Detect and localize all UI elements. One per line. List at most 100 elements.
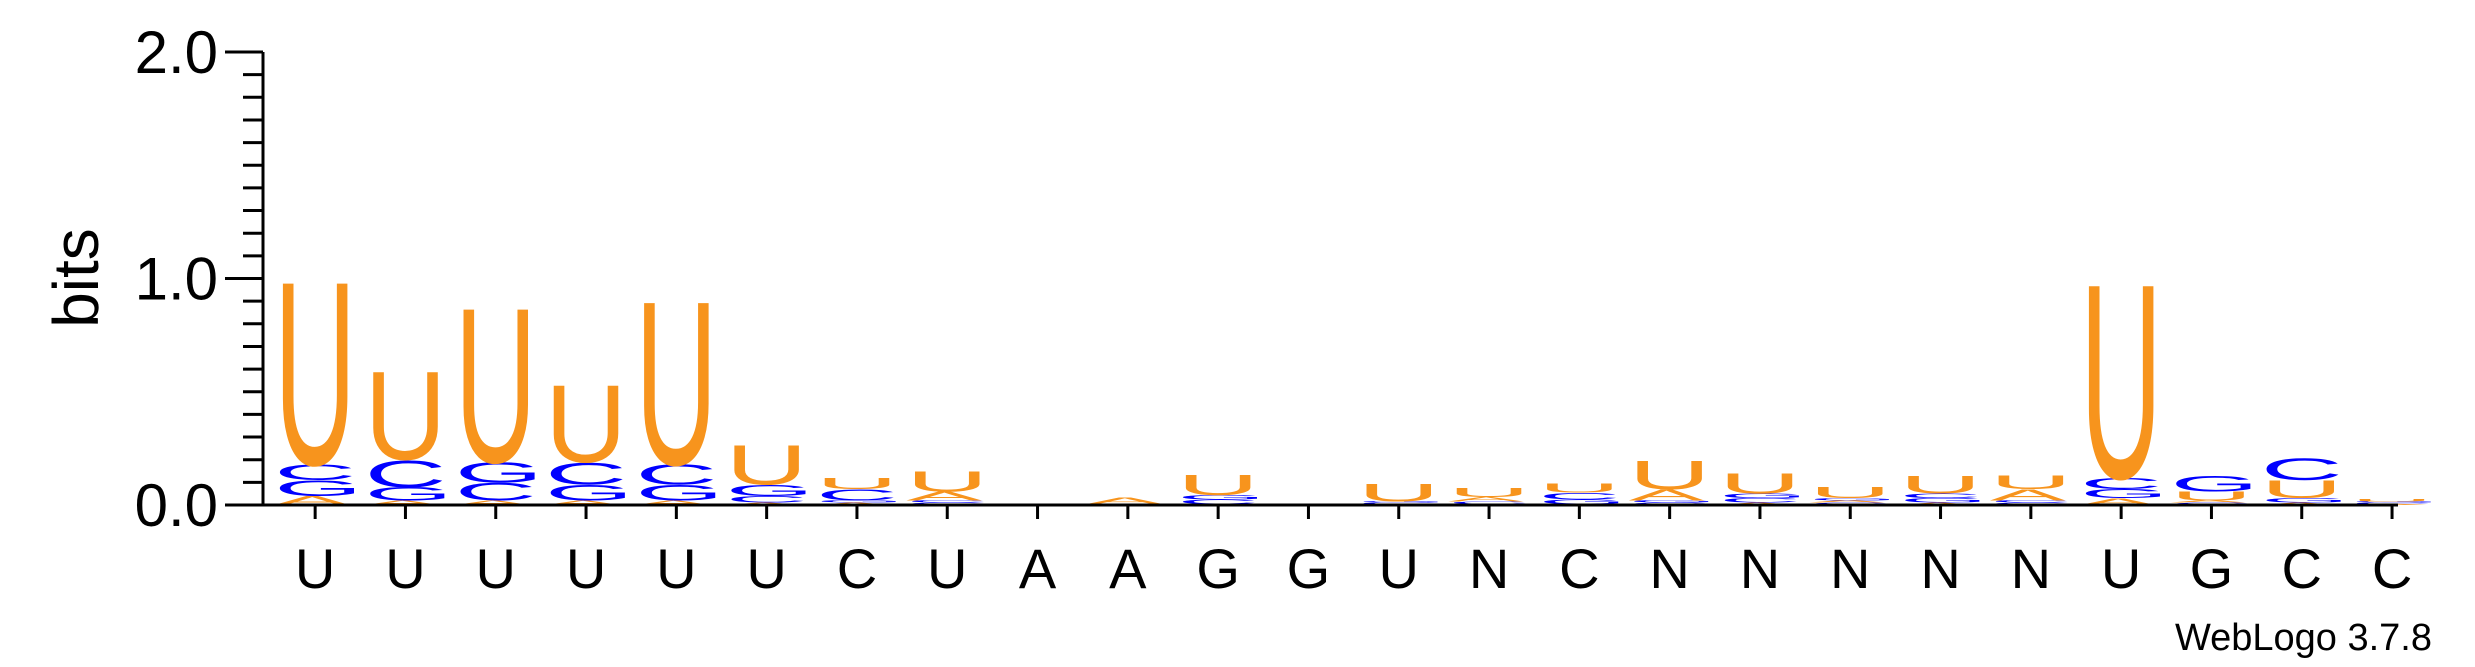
logo-letter-g: G [274, 476, 362, 501]
logo-letter-g: G [364, 483, 452, 504]
x-tick-label: C [2372, 537, 2412, 600]
logo-letter-g: G [1809, 498, 1897, 502]
y-ticks: 0.0 1.0 2.0 [135, 19, 263, 539]
x-tick-label: N [1649, 537, 1689, 600]
logo-letter-u: U [2351, 499, 2433, 503]
weblogo-footer: WebLogo 3.7.8 [2175, 617, 2432, 659]
logo-stacks: AGCUAGCUACGUAGCUAGCUACGUAGCUGCAUGAACGUAC… [274, 227, 2439, 538]
logo-letter-u: U [2261, 476, 2343, 504]
logo-letter-c: C [455, 478, 537, 506]
logo-letter-a: A [2170, 500, 2246, 504]
logo-letter-u: U [726, 434, 808, 497]
logo-letter-c: C [1990, 500, 2072, 504]
x-tick-label: U [1379, 537, 1419, 600]
x-tick-label: G [2190, 537, 2234, 600]
logo-letter-u: U [2170, 489, 2252, 503]
logo-letter-u: U [906, 466, 988, 498]
logo-letter-a: A [2080, 497, 2156, 508]
logo-letter-g: G [1900, 497, 1988, 504]
logo-letter-c: C [2261, 452, 2343, 487]
x-tick-label: N [1920, 537, 1960, 600]
logo-letter-a: A [545, 499, 621, 506]
logo-letter-a: A [635, 499, 711, 506]
logo-letter-u: U [635, 252, 717, 514]
logo-letter-g: G [455, 457, 543, 489]
logo-letter-g: G [2170, 472, 2258, 497]
logo-letter-c: C [545, 456, 627, 491]
logo-letter-c: C [726, 494, 808, 505]
x-tick-label: G [1196, 537, 1240, 600]
y-tick-label: 0.0 [135, 472, 218, 539]
logo-letter-g: G [1719, 493, 1807, 500]
logo-letter-c: C [2351, 502, 2433, 504]
x-tick-label: N [2011, 537, 2051, 600]
x-tick-label: A [1019, 537, 1057, 600]
logo-letter-g: G [545, 481, 633, 506]
x-tick-label: U [927, 537, 967, 600]
logo-letter-c: C [1719, 497, 1801, 504]
logo-letter-c: C [1358, 502, 1440, 504]
logo-letter-u: U [1177, 469, 1259, 501]
logo-letter-a: A [906, 489, 982, 503]
x-tick-label: N [1740, 537, 1780, 600]
logo-letter-c: C [906, 500, 988, 504]
y-axis-label: bits [40, 228, 112, 328]
logo-letter-u: U [364, 346, 446, 487]
y-tick-label: 2.0 [135, 19, 218, 86]
logo-letter-u: U [1990, 472, 2072, 493]
logo-letter-g: G [1629, 500, 1717, 504]
logo-letter-u: U [1538, 481, 1620, 495]
logo-letter-c: C [1538, 491, 1620, 502]
logo-letter-u: U [1900, 471, 1982, 499]
logo-letter-u: U [274, 227, 356, 520]
logo-letter-g: G [816, 500, 904, 504]
logo-letter-u: U [1809, 484, 1891, 502]
x-tick-label: C [2282, 537, 2322, 600]
logo-letter-c: C [364, 452, 446, 495]
logo-letter-g: G [2351, 501, 2439, 503]
logo-letter-a: A [1629, 486, 1705, 504]
logo-letter-g: G [635, 481, 723, 506]
logo-letter-c: C [2080, 475, 2162, 493]
x-tick-label: N [1830, 537, 1870, 600]
logo-letter-a: A [1990, 486, 2066, 504]
logo-letter-u: U [1448, 486, 1530, 500]
x-tick-label: U [566, 537, 606, 600]
x-tick-label: U [656, 537, 696, 600]
logo-letter-g: G [1538, 498, 1626, 505]
logo-letter-a: A [1809, 500, 1885, 504]
logo-letter-u: U [2080, 228, 2162, 538]
x-tick-label: U [295, 537, 335, 600]
logo-letter-u: U [545, 361, 627, 485]
logo-letter-u: U [455, 263, 537, 510]
x-tick-label: C [1559, 537, 1599, 600]
x-tick-label: U [2101, 537, 2141, 600]
x-tick-label: U [385, 537, 425, 600]
logo-letter-c: C [635, 459, 717, 491]
logo-letter-g: G [1358, 501, 1446, 503]
logo-letter-g: G [726, 482, 814, 500]
logo-letter-u: U [1629, 453, 1711, 499]
x-tick-label: N [1469, 537, 1509, 600]
logo-letter-u: U [816, 475, 898, 493]
logo-letter-g: G [1177, 494, 1265, 501]
logo-letter-g: G [2261, 497, 2349, 504]
logo-letter-c: C [1900, 493, 1982, 500]
logo-letter-a: A [455, 499, 531, 506]
logo-letter-a: A [1448, 496, 1524, 503]
logo-letter-u: U [1358, 479, 1440, 507]
y-tick-label: 1.0 [135, 246, 218, 313]
logo-letter-c: C [1177, 498, 1259, 505]
x-tick-label: A [1109, 537, 1147, 600]
x-tick-label: G [1287, 537, 1331, 600]
logo-letter-c: C [1448, 501, 1530, 505]
logo-letter-g: G [2080, 487, 2168, 501]
logo-letter-a: A [364, 499, 440, 506]
x-tick-label: U [476, 537, 516, 600]
logo-letter-u: U [1719, 468, 1801, 500]
x-tick-label: C [837, 537, 877, 600]
logo-letter-a: A [1087, 495, 1163, 506]
logo-letter-c: C [816, 486, 898, 504]
